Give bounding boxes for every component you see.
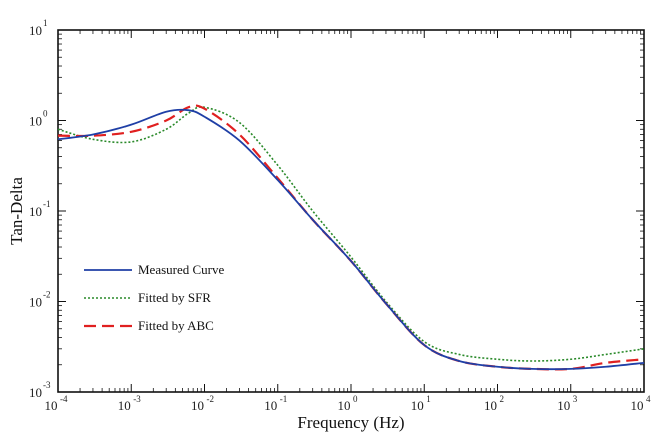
legend-label: Fitted by SFR <box>138 290 211 305</box>
x-tick-exponent: -4 <box>60 394 68 404</box>
x-tick-exponent: -2 <box>207 394 215 404</box>
x-tick-label: 10 <box>484 398 497 413</box>
y-tick-label: 10 <box>29 385 42 400</box>
y-tick-exponent: -1 <box>43 199 51 209</box>
x-tick-exponent: 4 <box>646 394 651 404</box>
y-tick-label: 10 <box>29 114 42 129</box>
y-tick-exponent: 1 <box>43 18 48 28</box>
x-tick-exponent: 0 <box>353 394 358 404</box>
x-axis-label: Frequency (Hz) <box>297 413 404 432</box>
x-tick-label: 10 <box>338 398 351 413</box>
y-axis-label: Tan-Delta <box>7 177 26 245</box>
series-line-measured-curve <box>57 108 645 371</box>
x-tick-label: 10 <box>631 398 644 413</box>
plot-frame <box>57 29 645 393</box>
y-tick-label: 10 <box>29 23 42 38</box>
series-line-fitted-by-sfr <box>57 106 645 362</box>
x-tick-label: 10 <box>118 398 131 413</box>
x-tick-label: 10 <box>411 398 424 413</box>
x-tick-exponent: 3 <box>573 394 578 404</box>
x-tick-label: 10 <box>557 398 570 413</box>
x-tick-exponent: -3 <box>133 394 141 404</box>
y-tick-exponent: -2 <box>43 290 51 300</box>
x-tick-exponent: 1 <box>426 394 431 404</box>
x-tick-label: 10 <box>45 398 58 413</box>
y-tick-exponent: 0 <box>43 109 48 119</box>
y-tick-exponent: -3 <box>43 380 51 390</box>
x-tick-label: 10 <box>264 398 277 413</box>
y-tick-label: 10 <box>29 204 42 219</box>
legend-label: Fitted by ABC <box>138 318 214 333</box>
x-tick-label: 10 <box>191 398 204 413</box>
x-tick-exponent: -1 <box>280 394 288 404</box>
x-tick-exponent: 2 <box>500 394 505 404</box>
y-tick-label: 10 <box>29 295 42 310</box>
legend-label: Measured Curve <box>138 262 225 277</box>
